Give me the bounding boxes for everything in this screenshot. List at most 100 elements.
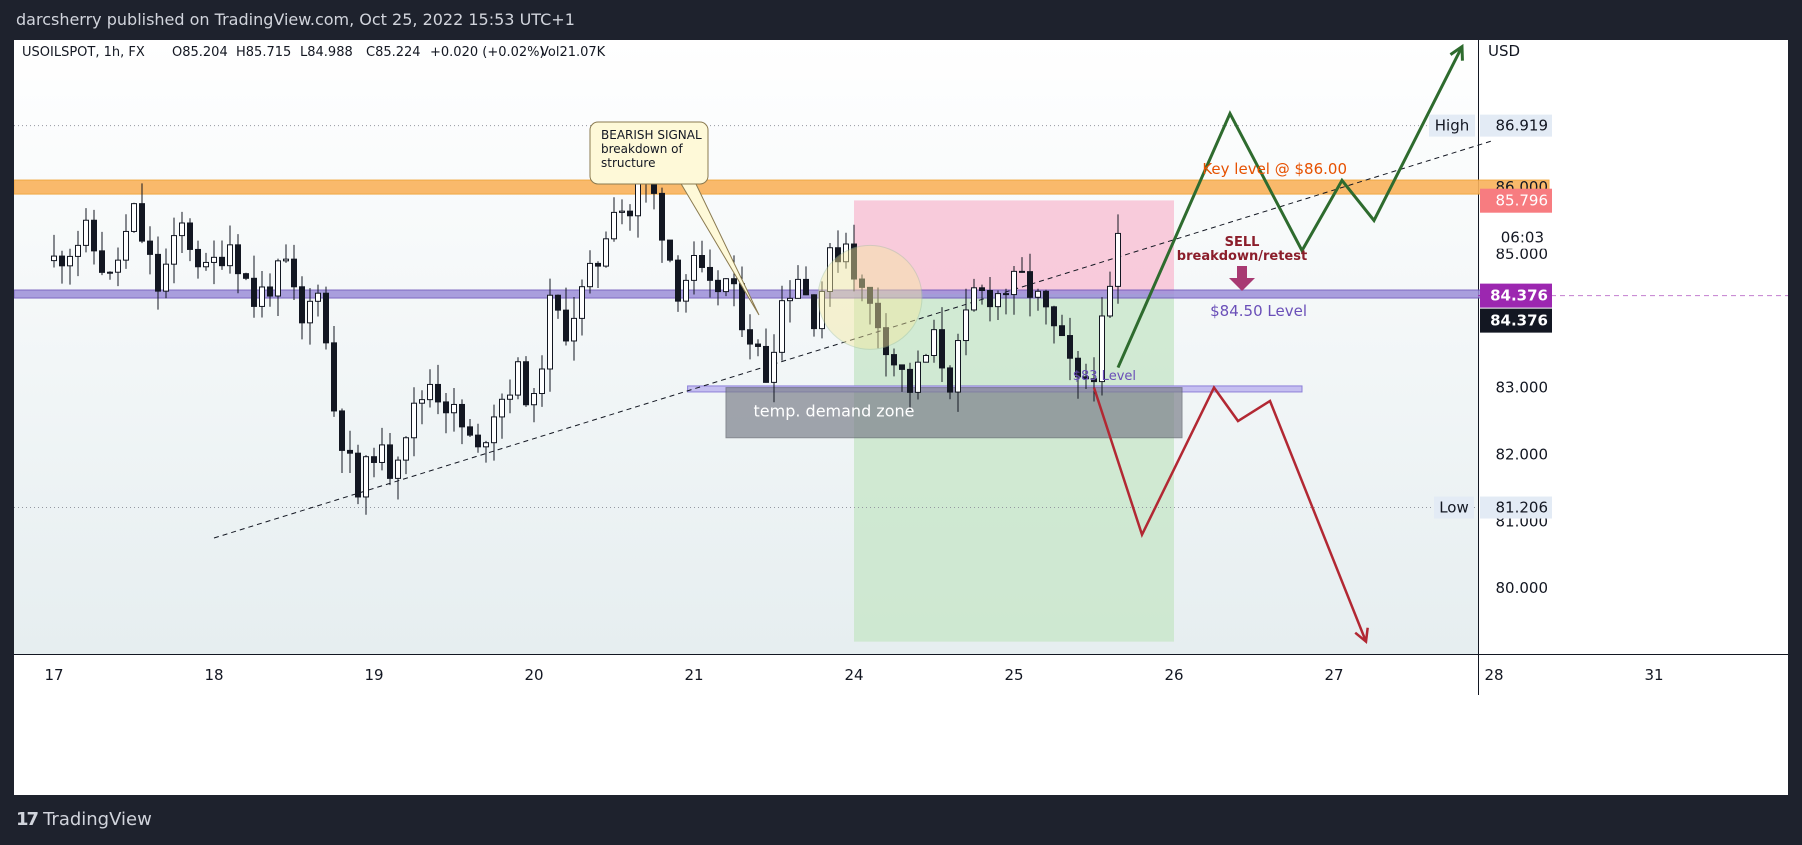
candle-body <box>107 271 113 274</box>
candle-body <box>531 393 537 406</box>
candle-body <box>899 364 905 370</box>
ohlc-field: O85.204 <box>172 45 228 60</box>
tradingview-logo[interactable]: 17 TradingView <box>16 809 152 830</box>
countdown-badge <box>1480 226 1552 249</box>
tradingview-brand: TradingView <box>43 809 152 830</box>
tradingview-logo-icon: 17 <box>16 809 39 830</box>
price-tick-label: 85.000 <box>1496 245 1549 263</box>
candle-body <box>763 345 769 383</box>
candle-body <box>419 399 425 404</box>
candle-body <box>243 273 249 279</box>
candle-body <box>931 329 937 356</box>
candle-body <box>267 286 273 297</box>
candle-body <box>1115 232 1121 287</box>
candle-body <box>131 203 137 232</box>
candle-body <box>579 286 585 319</box>
black-price-value: 84.376 <box>1490 312 1548 330</box>
candle-body <box>1091 378 1097 383</box>
candle-body <box>379 444 385 463</box>
candle-body <box>467 426 473 436</box>
candle-body <box>443 401 449 414</box>
low-badge <box>1434 496 1474 519</box>
candle-body <box>699 255 705 268</box>
level-8450-label: $84.50 Level <box>1210 302 1307 320</box>
bearish-projection-path[interactable] <box>1092 385 1368 643</box>
candle-body <box>811 294 817 330</box>
currency-label: USD <box>1488 42 1520 60</box>
candle-body <box>971 287 977 311</box>
candle-body <box>291 258 297 288</box>
candle-body <box>123 230 129 261</box>
candle-body <box>219 256 225 267</box>
trendline[interactable] <box>213 139 1495 539</box>
candle-body <box>867 286 873 304</box>
callout-box[interactable] <box>589 121 709 185</box>
candle-body <box>67 255 73 267</box>
candle-body <box>891 354 897 366</box>
candle-body <box>99 250 105 273</box>
candle-body <box>371 456 377 463</box>
candle-body <box>859 278 865 288</box>
candle-body <box>875 302 881 329</box>
candle-body <box>523 361 529 406</box>
candle-body <box>339 410 345 451</box>
candle-body <box>307 300 313 324</box>
candle-body <box>275 260 281 297</box>
candle-body <box>715 279 721 293</box>
candle-body <box>1043 290 1049 308</box>
candle-body <box>1027 271 1033 298</box>
candle-body <box>963 309 969 342</box>
ohlc-field: USOILSPOT, 1h, FX <box>22 45 145 60</box>
red-price-value: 85.796 <box>1496 192 1549 210</box>
candle-body <box>571 317 577 342</box>
demand-zone[interactable] <box>725 387 1183 439</box>
candle-body <box>795 278 801 299</box>
level-83-label: $83 Level <box>1073 369 1136 384</box>
sell-title: SELL <box>1225 235 1260 250</box>
candle-body <box>211 256 217 263</box>
bearish-arrowhead <box>1354 627 1369 645</box>
publisher-caption: darcsherry published on TradingView.com,… <box>16 10 575 29</box>
bullish-arrowhead <box>1449 43 1464 61</box>
candle-body <box>947 367 953 393</box>
low-value-badge <box>1480 496 1552 519</box>
candle-body <box>259 286 265 307</box>
price-axis-background <box>1479 40 1788 655</box>
level-8450-band[interactable] <box>14 289 1520 299</box>
candle-body <box>355 452 361 498</box>
candle-body <box>611 211 617 240</box>
candle-body <box>827 247 833 292</box>
chart-area[interactable]: BEARISH SIGNAL breakdown of structure Key l… <box>14 40 1788 795</box>
candle-body <box>939 329 945 369</box>
candle-body <box>115 259 121 273</box>
candle-body <box>691 255 697 281</box>
time-tick-label: 18 <box>204 666 223 684</box>
candle-body <box>819 290 825 330</box>
candle-body <box>195 248 201 268</box>
red-price-badge <box>1480 188 1552 213</box>
candle-body <box>283 258 289 262</box>
candle-body <box>451 403 457 414</box>
candle-body <box>323 292 329 344</box>
bullish-projection-path[interactable] <box>1116 46 1464 369</box>
price-tick-label: 83.000 <box>1496 379 1549 397</box>
candle-body <box>395 459 401 479</box>
time-tick-label: 26 <box>1164 666 1183 684</box>
key-level-band[interactable] <box>14 179 1550 195</box>
highlight-circle[interactable] <box>817 244 923 350</box>
candle-body <box>603 238 609 267</box>
candle-body <box>1083 376 1089 380</box>
candle-body <box>675 259 681 302</box>
candle-body <box>995 293 1001 308</box>
countdown: 06:03 <box>1501 229 1544 247</box>
high-badge <box>1429 114 1475 137</box>
price-tick-label: 82.000 <box>1496 445 1549 463</box>
candle-body <box>1107 285 1113 317</box>
high-value: 86.919 <box>1496 117 1549 135</box>
candle-body <box>1035 290 1041 298</box>
callout-line: BEARISH SIGNAL <box>601 128 702 142</box>
candle-body <box>515 361 521 396</box>
candle-body <box>771 351 777 383</box>
candle-body <box>475 434 481 448</box>
